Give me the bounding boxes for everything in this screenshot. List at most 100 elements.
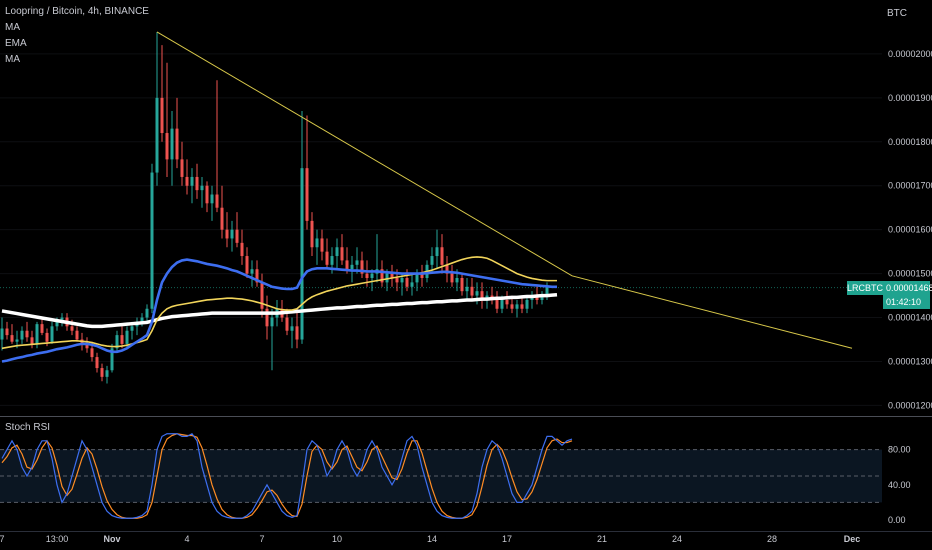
candle-body — [30, 337, 34, 344]
price-tick-label: 0.00001900 — [888, 93, 932, 103]
rsi-tick-label: 80.00 — [888, 445, 911, 455]
candle-body — [145, 308, 149, 318]
candle-body — [190, 176, 194, 186]
candle-body — [270, 317, 274, 327]
candle-body — [545, 286, 549, 296]
last-price: 0.00001468 — [886, 283, 932, 293]
time-tick-label: 24 — [672, 534, 682, 544]
candle-body — [90, 348, 94, 358]
candle-body — [500, 299, 504, 309]
candle-body — [110, 348, 114, 371]
candle-body — [170, 128, 174, 160]
candle-body — [10, 335, 14, 342]
time-axis[interactable]: 713:00Nov47101417212428Dec5 — [0, 534, 932, 544]
rsi-band — [0, 449, 882, 503]
candle-body — [115, 335, 119, 349]
candle-body — [400, 278, 404, 283]
indicator-ema[interactable]: EMA — [5, 38, 27, 49]
time-tick-label: 28 — [767, 534, 777, 544]
candle-body — [95, 357, 99, 369]
candle-body — [455, 278, 459, 283]
legend: Loopring / Bitcoin, 4h, BINANCE MA EMA M… — [5, 4, 149, 68]
candle-body — [260, 282, 264, 309]
candle-body — [150, 172, 154, 309]
candle-body — [315, 238, 319, 248]
stoch-d-line — [1, 433, 573, 519]
candle-body — [205, 185, 209, 204]
symbol-title[interactable]: Loopring / Bitcoin, 4h, BINANCE — [5, 6, 149, 17]
price-axis-unit: BTC — [887, 8, 907, 19]
time-tick-label: 7 — [259, 534, 264, 544]
candle-body — [505, 299, 509, 305]
candle-body — [165, 133, 169, 160]
candle-body — [285, 317, 289, 331]
price-tick-label: 0.00001400 — [888, 313, 932, 323]
candle-body — [360, 260, 364, 274]
candle-body — [185, 176, 189, 186]
price-tick-label: 0.00001200 — [888, 400, 932, 410]
candle-body — [35, 324, 39, 344]
candle-body — [120, 335, 124, 344]
price-axis[interactable]: 0.00002000 0.00001900 0.00001800 0.00001700… — [888, 49, 932, 525]
candle-body — [510, 304, 514, 309]
candle-body — [320, 238, 324, 252]
candle-body — [180, 159, 184, 177]
candle-body — [390, 273, 394, 278]
candle-body — [175, 128, 179, 160]
time-tick-label: 14 — [427, 534, 437, 544]
candle-body — [125, 330, 129, 344]
indicator-ma-2[interactable]: MA — [5, 54, 20, 65]
candle-body — [380, 269, 384, 283]
candle-body — [215, 194, 219, 208]
candle-body — [470, 286, 474, 296]
candle-body — [240, 242, 244, 257]
candle-body — [220, 207, 224, 230]
candle-body — [250, 269, 254, 274]
stoch-rsi-lines — [1, 432, 573, 519]
candle-body — [255, 269, 259, 283]
candle-body — [70, 326, 74, 331]
candle-body — [415, 273, 419, 283]
symbol-price-tag: LRCBTC — [847, 281, 884, 295]
time-tick-label: 7 — [0, 534, 5, 544]
candle-body — [520, 304, 524, 309]
candles — [0, 31, 549, 384]
candle-body — [330, 256, 334, 265]
candle-body — [430, 256, 434, 265]
stoch-rsi-label[interactable]: Stoch RSI — [5, 422, 51, 433]
price-tick-label: 0.00002000 — [888, 49, 932, 59]
candle-body — [350, 264, 354, 270]
candle-body — [410, 282, 414, 287]
candle-body — [75, 330, 79, 340]
candle-body — [310, 220, 314, 248]
candle-body — [300, 168, 304, 340]
candle-body — [385, 273, 389, 283]
candle-body — [440, 247, 444, 265]
candle-body — [535, 295, 539, 300]
candle-body — [245, 256, 249, 274]
candle-body — [435, 247, 439, 257]
candle-body — [160, 97, 164, 134]
time-tick-label: 13:00 — [46, 534, 69, 544]
candle-body — [130, 326, 134, 331]
candle-body — [50, 326, 54, 342]
last-price-box: 0.00001468 01:42:10 — [883, 281, 932, 309]
candle-body — [200, 185, 204, 191]
indicator-ma-1[interactable]: MA — [5, 22, 20, 33]
candle-body — [105, 370, 109, 377]
time-tick-label: 21 — [597, 534, 607, 544]
candle-body — [45, 332, 49, 342]
candle-body — [340, 247, 344, 261]
candle-body — [525, 299, 529, 309]
ema-yellow-line — [1, 256, 557, 350]
candle-body — [460, 278, 464, 292]
time-tick-label: 17 — [502, 534, 512, 544]
candle-body — [345, 260, 349, 270]
moving-averages — [1, 31, 853, 363]
candle-body — [155, 97, 159, 173]
price-tick-label: 0.00001700 — [888, 181, 932, 191]
time-tick-label: Nov — [103, 534, 120, 544]
candle-body — [140, 317, 144, 322]
candle-body — [15, 339, 19, 342]
